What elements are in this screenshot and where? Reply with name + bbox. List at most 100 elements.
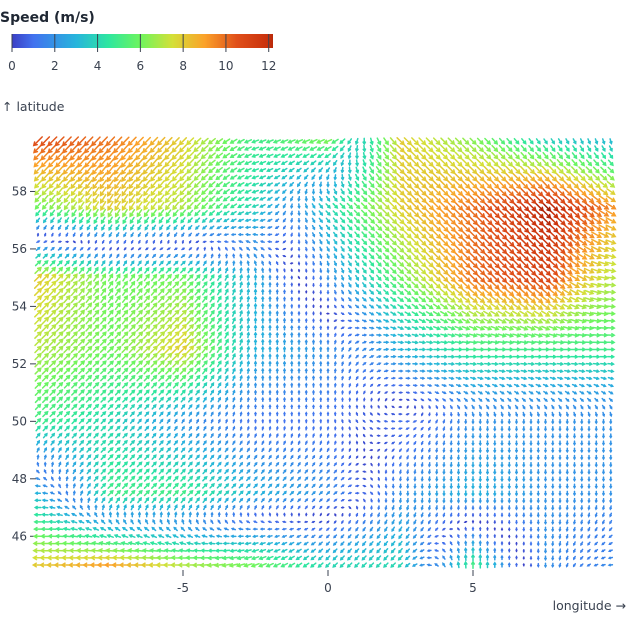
wind-vector (432, 318, 442, 324)
wind-vector (172, 217, 179, 224)
wind-vector (561, 244, 573, 254)
wind-vector (497, 172, 507, 182)
wind-vector (541, 333, 551, 338)
wind-vector (348, 455, 352, 459)
wind-vector (591, 253, 603, 260)
legend-title: Speed (m/s) (0, 10, 95, 26)
wind-vector (107, 367, 114, 375)
wind-vector (390, 434, 396, 438)
wind-vector (48, 302, 57, 311)
wind-vector (232, 273, 236, 281)
wind-vector (246, 324, 251, 332)
wind-vector (370, 505, 373, 511)
wind-vector (608, 397, 613, 402)
wind-vector (605, 254, 617, 260)
wind-vector (456, 547, 460, 554)
wind-vector (522, 512, 526, 518)
wind-vector (246, 345, 251, 353)
wind-vector (340, 260, 345, 267)
wind-vector (177, 555, 188, 561)
wind-vector (471, 475, 475, 483)
wind-vector (246, 396, 250, 403)
wind-vector (439, 172, 449, 182)
wind-vector (406, 405, 409, 409)
wind-vector (432, 215, 442, 225)
wind-vector (41, 498, 49, 502)
wind-vector (464, 505, 468, 511)
wind-vector (579, 555, 584, 560)
wind-vector (476, 354, 485, 359)
wind-vector (587, 512, 591, 518)
wind-vector (519, 165, 528, 175)
wind-vector (418, 165, 427, 175)
wind-vector (107, 461, 114, 468)
wind-vector (454, 354, 463, 359)
wind-vector (164, 187, 173, 197)
wind-vector (514, 454, 519, 461)
wind-vector (115, 432, 121, 439)
wind-vector (296, 490, 302, 496)
wind-vector (464, 540, 468, 546)
wind-vector (468, 172, 478, 182)
wind-vector (318, 210, 324, 217)
wind-vector (99, 338, 107, 346)
wind-vector (464, 440, 468, 447)
wind-vector (186, 345, 195, 354)
wind-vector (535, 369, 543, 373)
wind-vector (107, 396, 114, 403)
wind-vector (137, 432, 143, 439)
wind-vector (261, 360, 265, 367)
wind-vector (71, 439, 77, 446)
wind-vector (565, 469, 569, 475)
wind-vector (34, 194, 42, 203)
wind-vector (274, 527, 280, 531)
wind-vector (72, 224, 77, 231)
wind-vector (294, 139, 304, 144)
wind-vector (419, 556, 425, 560)
wind-vector (180, 461, 186, 468)
wind-vector (272, 562, 282, 568)
wind-vector (498, 369, 506, 373)
wind-vector (491, 369, 499, 373)
wind-vector (403, 144, 413, 153)
wind-vector (425, 244, 434, 254)
wind-vector (34, 484, 41, 488)
wind-vector (403, 223, 413, 232)
wind-vector (281, 520, 287, 524)
wind-vector (283, 296, 286, 302)
wind-vector (410, 151, 420, 160)
wind-vector (347, 289, 352, 295)
wind-vector (304, 353, 308, 360)
wind-vector (563, 333, 573, 338)
wind-vector (484, 362, 492, 366)
wind-vector (225, 246, 228, 251)
wind-vector (196, 511, 200, 518)
wind-vector (412, 384, 418, 387)
wind-vector (478, 454, 482, 461)
wind-vector (258, 182, 267, 187)
wind-vector (425, 223, 435, 232)
wind-vector (143, 389, 150, 396)
wind-vector (209, 274, 215, 281)
wind-vector (86, 224, 91, 231)
wind-vector (542, 145, 549, 153)
wind-vector (454, 325, 464, 331)
wind-vector (136, 360, 144, 368)
wind-vector (511, 310, 522, 317)
wind-vector (305, 254, 308, 259)
wind-vector (584, 180, 594, 189)
wind-vector (107, 482, 114, 489)
wind-vector (303, 520, 308, 524)
wind-vector (319, 440, 323, 445)
wind-vector (426, 556, 432, 560)
wind-vector (602, 426, 605, 432)
wind-vector (275, 367, 279, 374)
wind-vector (348, 368, 352, 374)
wind-vector (231, 461, 236, 467)
wind-vector (63, 273, 71, 282)
wind-vector (164, 330, 173, 340)
wind-vector (526, 333, 536, 338)
wind-vector (180, 389, 186, 396)
wind-vector (493, 411, 497, 418)
wind-vector (267, 247, 272, 251)
